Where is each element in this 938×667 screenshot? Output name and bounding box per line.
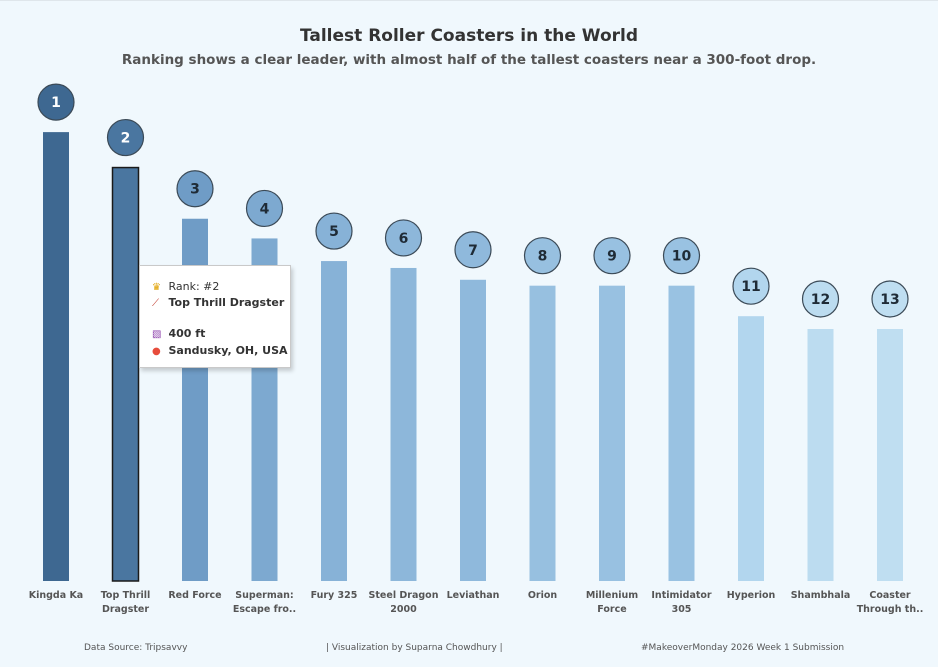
- rank-label-13: 13: [880, 292, 899, 308]
- footer-source: Data Source: Tripsavvy: [84, 643, 188, 653]
- category-label-9-line-1: Millenium: [586, 590, 638, 601]
- category-label-2-line-1: Top Thrill: [101, 590, 151, 601]
- category-label-1: Kingda Ka: [29, 590, 83, 601]
- rank-label-6: 6: [399, 231, 409, 247]
- category-label-8: Orion: [528, 590, 558, 601]
- bar-11[interactable]: [738, 316, 764, 581]
- tooltip-location: Sandusky, OH, USA: [168, 344, 288, 357]
- chart-subtitle: Ranking shows a clear leader, with almos…: [121, 52, 817, 68]
- category-label-6-line-1: Steel Dragon: [369, 590, 439, 601]
- category-label-10-line-2: 305: [672, 604, 692, 615]
- rank-bubble-6: [384, 219, 423, 257]
- rank-bubble-1: [37, 83, 75, 121]
- category-label-11: Hyperion: [727, 590, 776, 601]
- rank-bubble-7: [454, 231, 492, 269]
- category-label-9-line-2: Force: [597, 604, 626, 615]
- rank-bubble-2: [106, 118, 145, 157]
- bar-13[interactable]: [877, 328, 903, 581]
- rank-label-12: 12: [811, 292, 830, 308]
- footer-credit: | Visualization by Suparna Chowdhury |: [326, 643, 503, 653]
- category-label-4-line-2: Escape fro..: [233, 604, 296, 615]
- category-label-13-line-2: Through th..: [857, 604, 924, 615]
- tooltip-height: 400 ft: [168, 327, 206, 340]
- bar-2[interactable]: [111, 166, 140, 582]
- bar-5[interactable]: [321, 261, 347, 581]
- rank-label-5: 5: [329, 224, 339, 240]
- category-label-5: Fury 325: [311, 590, 358, 601]
- top-divider: [0, 0, 938, 1]
- category-label-13-line-1: Coaster: [869, 590, 911, 601]
- rank-bubble-11: [732, 267, 770, 305]
- chart-title: Tallest Roller Coasters in the World: [299, 26, 639, 46]
- category-label-4-line-1: Superman:: [235, 590, 293, 601]
- rank-bubble-4: [245, 189, 284, 228]
- category-label-7: Leviathan: [447, 590, 500, 601]
- rank-label-9: 9: [607, 249, 617, 265]
- tooltip-rank-row: ♛ Rank: #2: [152, 280, 219, 293]
- crown-icon: ♛: [152, 282, 161, 293]
- tooltip-name-row: ⟋ Top Thrill Dragster: [152, 296, 284, 309]
- rank-label-10: 10: [672, 249, 692, 265]
- bar-8[interactable]: [529, 285, 556, 581]
- rank-bubble-10: [662, 237, 701, 275]
- tooltip-rank: Rank: #2: [168, 280, 220, 293]
- category-label-2-line-2: Dragster: [102, 604, 149, 615]
- rank-label-8: 8: [538, 249, 548, 265]
- rank-label-11: 11: [741, 279, 760, 295]
- tooltip-name: Top Thrill Dragster: [168, 296, 285, 309]
- tooltip-location-row: ● Sandusky, OH, USA: [152, 344, 288, 357]
- rank-label-7: 7: [468, 243, 478, 259]
- chart-icon: ▧: [152, 329, 162, 340]
- rank-bubble-9: [593, 237, 631, 275]
- coaster-icon: ⟋: [152, 298, 159, 309]
- category-label-12: Shambhala: [791, 590, 851, 601]
- bar-9[interactable]: [599, 285, 625, 581]
- tooltip-height-row: ▧ 400 ft: [152, 327, 205, 340]
- category-label-6-line-2: 2000: [390, 604, 417, 615]
- category-label-10-line-1: Intimidator: [651, 590, 712, 601]
- footer-tag: #MakeoverMonday 2026 Week 1 Submission: [641, 643, 845, 653]
- rank-bubble-12: [801, 280, 840, 318]
- tooltip: ♛ Rank: #2 ⟋ Top Thrill Dragster ▧ 400 f…: [139, 265, 291, 368]
- bar-10[interactable]: [668, 285, 695, 581]
- rank-bubble-8: [523, 237, 562, 275]
- bar-12[interactable]: [807, 328, 834, 581]
- rank-label-2: 2: [121, 131, 131, 147]
- category-label-3: Red Force: [168, 590, 221, 601]
- rank-bubble-13: [871, 280, 909, 318]
- rank-bubble-3: [176, 170, 214, 208]
- bar-7[interactable]: [460, 279, 486, 581]
- rank-label-3: 3: [190, 182, 200, 198]
- rank-bubble-5: [315, 212, 353, 250]
- bar-1[interactable]: [43, 132, 69, 582]
- rank-label-4: 4: [260, 201, 270, 217]
- bar-6[interactable]: [390, 267, 417, 581]
- rank-label-1: 1: [51, 95, 61, 111]
- pin-icon: ●: [152, 346, 161, 357]
